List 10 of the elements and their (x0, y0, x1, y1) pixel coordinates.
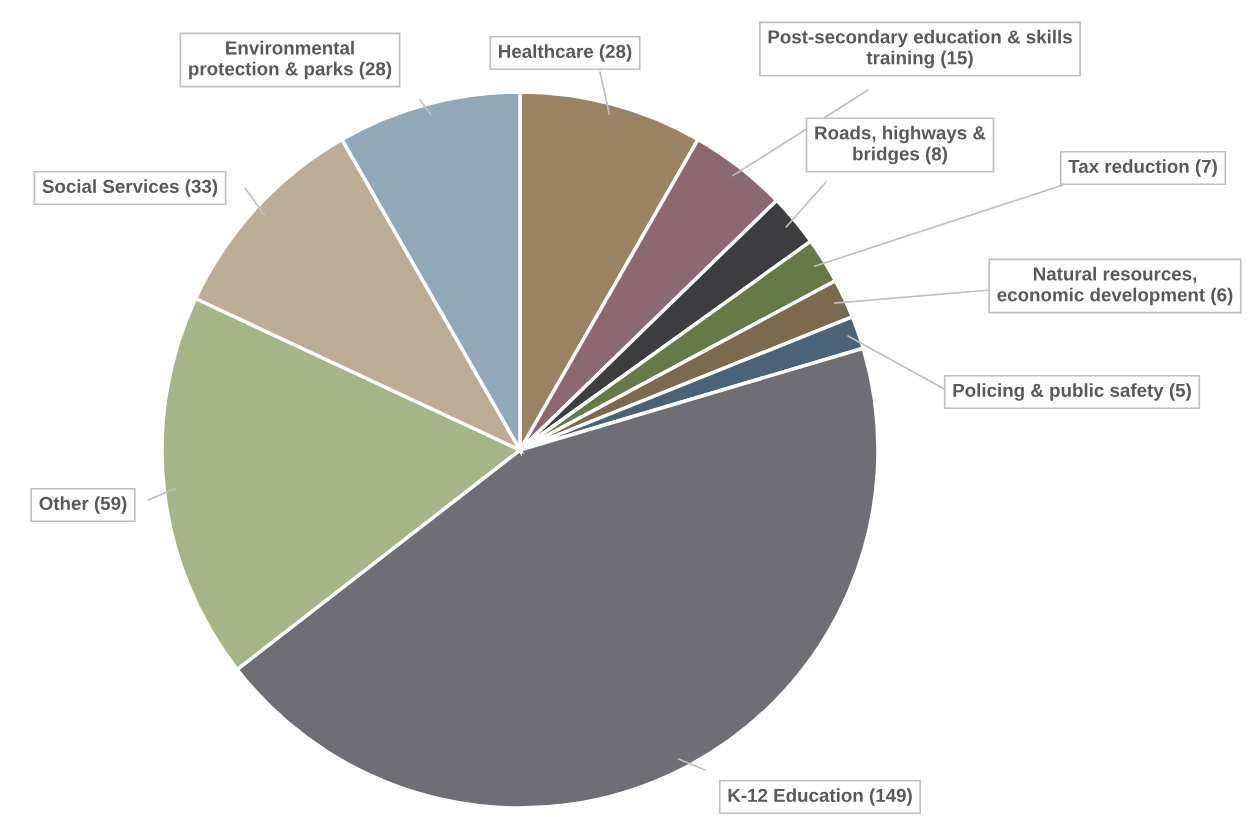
slice-label: Healthcare (28) (499, 44, 632, 62)
slice-label: Post-secondary education & skills training (15) (768, 29, 1072, 69)
slice-label: Environmental protection & parks (28) (189, 40, 392, 80)
slice-label: Other (59) (39, 496, 127, 514)
slice-label: Tax reduction (7) (1068, 159, 1217, 177)
slice-label: Roads, highways & bridges (8) (815, 125, 986, 165)
slice-label: Policing & public safety (5) (953, 383, 1191, 401)
slice-label: K-12 Education (149) (728, 788, 912, 806)
slice-label: Social Services (33) (42, 179, 218, 197)
slice-label: Natural resources, economic development (6) (997, 266, 1233, 306)
